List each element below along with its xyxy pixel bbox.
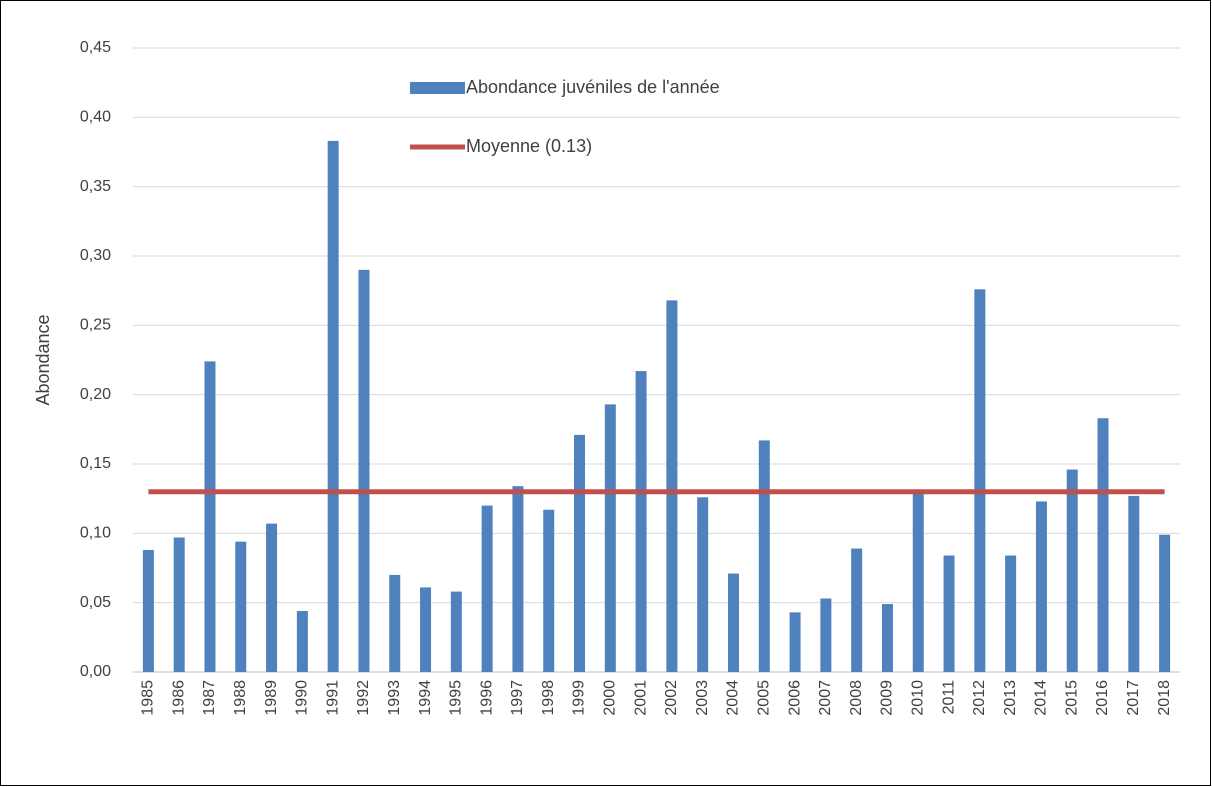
bar — [820, 598, 832, 672]
x-tick-label: 2015 — [1063, 680, 1080, 716]
x-tick-label: 2012 — [971, 680, 988, 716]
bar — [881, 604, 893, 672]
bar — [943, 555, 955, 672]
x-tick-label: 2009 — [879, 680, 896, 716]
x-tick-label: 2003 — [694, 680, 711, 716]
x-tick-label: 2001 — [632, 680, 649, 716]
y-tick-label: 0,35 — [80, 178, 111, 195]
bar — [851, 548, 863, 672]
bar — [543, 509, 555, 672]
x-tick-label: 2002 — [663, 680, 680, 716]
y-tick-label: 0,40 — [80, 109, 111, 126]
y-tick-label: 0,10 — [80, 525, 111, 542]
x-tick-label: 2006 — [786, 680, 803, 716]
bar — [697, 497, 709, 672]
bar — [974, 289, 986, 672]
legend-swatch — [410, 82, 465, 94]
x-tick-label: 2004 — [725, 680, 742, 716]
x-tick-label: 1994 — [417, 680, 434, 716]
bar — [420, 587, 432, 672]
y-tick-label: 0,05 — [80, 594, 111, 611]
x-tick-label: 2016 — [1094, 680, 1111, 716]
bar — [204, 361, 216, 672]
bar — [789, 612, 801, 672]
bar — [173, 537, 185, 672]
y-tick-label: 0,30 — [80, 247, 111, 264]
x-tick-label: 1999 — [571, 680, 588, 716]
x-tick-label: 1998 — [540, 680, 557, 716]
bar — [1066, 469, 1078, 672]
x-tick-label: 1997 — [509, 680, 526, 716]
bar — [604, 404, 616, 672]
y-tick-label: 0,45 — [80, 39, 111, 56]
bar — [512, 486, 524, 672]
bar — [666, 300, 678, 672]
y-axis-label: Abondance — [33, 314, 53, 405]
legend-label: Abondance juvéniles de l'année — [466, 77, 720, 97]
bar — [266, 523, 278, 672]
x-tick-label: 2005 — [755, 680, 772, 716]
x-tick-label: 1995 — [448, 680, 465, 716]
x-tick-label: 1986 — [170, 680, 187, 716]
x-tick-label: 1987 — [201, 680, 218, 716]
x-tick-label: 2013 — [1002, 680, 1019, 716]
bar — [635, 371, 647, 672]
bar — [142, 549, 154, 672]
bar — [389, 574, 401, 672]
x-tick-label: 1989 — [263, 680, 280, 716]
x-tick-label: 2010 — [909, 680, 926, 716]
x-tick-label: 1990 — [294, 680, 311, 716]
y-tick-label: 0,00 — [80, 663, 111, 680]
bar — [912, 491, 924, 672]
bar — [358, 269, 370, 672]
bar — [1097, 418, 1109, 672]
legend-label: Moyenne (0.13) — [466, 136, 592, 156]
x-tick-label: 2014 — [1033, 680, 1050, 716]
x-tick-label: 1991 — [324, 680, 341, 716]
bar — [327, 140, 339, 672]
x-tick-label: 1988 — [232, 680, 249, 716]
bar — [727, 573, 739, 672]
bar — [450, 591, 462, 672]
y-tick-label: 0,15 — [80, 455, 111, 472]
bar — [1035, 501, 1047, 672]
bar — [481, 505, 493, 672]
x-tick-label: 2011 — [940, 680, 957, 715]
bar — [296, 610, 308, 672]
x-tick-label: 2018 — [1156, 680, 1173, 716]
x-tick-label: 2017 — [1125, 680, 1142, 716]
bar — [574, 434, 586, 672]
y-tick-label: 0,25 — [80, 317, 111, 334]
bar — [235, 541, 247, 672]
x-tick-label: 2008 — [848, 680, 865, 716]
y-tick-label: 0,20 — [80, 386, 111, 403]
bar — [1128, 495, 1140, 672]
x-tick-label: 1985 — [140, 680, 157, 716]
x-tick-label: 2007 — [817, 680, 834, 716]
x-tick-label: 1993 — [386, 680, 403, 716]
x-tick-label: 2000 — [602, 680, 619, 716]
bar — [1159, 534, 1171, 672]
x-tick-label: 1992 — [355, 680, 372, 716]
x-tick-label: 1996 — [478, 680, 495, 716]
bar — [1005, 555, 1017, 672]
bar — [758, 440, 770, 672]
